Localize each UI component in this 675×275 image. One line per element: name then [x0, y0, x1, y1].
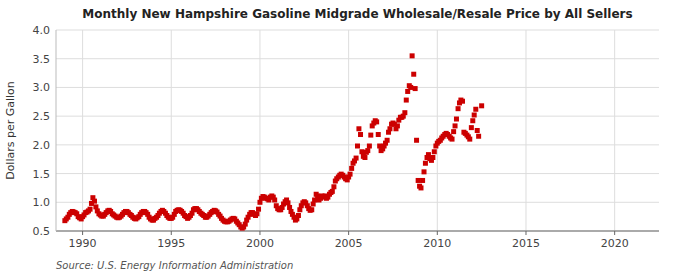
point	[354, 156, 359, 161]
point	[359, 149, 364, 154]
point	[358, 132, 363, 137]
grid-line	[56, 116, 659, 117]
point	[414, 138, 419, 143]
point	[356, 126, 361, 131]
x-tick	[82, 231, 83, 235]
point	[330, 189, 335, 194]
x-tick-label: 2010	[423, 237, 451, 250]
grid-line	[56, 202, 659, 203]
x-tick	[525, 231, 526, 235]
point	[432, 149, 437, 154]
point	[469, 125, 474, 130]
point	[365, 148, 370, 153]
point	[472, 112, 477, 117]
point	[348, 172, 353, 177]
point	[418, 185, 423, 190]
grid-line	[82, 30, 83, 231]
point	[450, 137, 455, 142]
point	[402, 110, 407, 115]
y-axis-line	[56, 30, 57, 231]
x-tick-label: 2015	[512, 237, 540, 250]
x-tick-label: 2020	[601, 237, 629, 250]
point	[355, 144, 360, 149]
point	[367, 144, 372, 149]
grid-line	[437, 30, 438, 231]
title: Monthly New Hampshire Gasoline Midgrade …	[82, 7, 632, 21]
point	[451, 129, 456, 134]
grid-line	[348, 30, 349, 231]
point	[423, 161, 428, 166]
source: Source: U.S. Energy Information Administ…	[56, 260, 293, 271]
point	[88, 207, 93, 212]
x-axis-line	[56, 231, 659, 232]
point	[479, 103, 484, 108]
points	[62, 53, 484, 230]
grid-line	[56, 30, 659, 31]
point	[467, 137, 472, 142]
x-tick-label: 2005	[335, 237, 363, 250]
point	[387, 126, 392, 131]
point	[368, 133, 373, 138]
grid-line	[56, 173, 659, 174]
y-tick-label: 4.0	[33, 24, 51, 37]
x-tick-label: 1990	[69, 237, 97, 250]
grid-line	[171, 30, 172, 231]
x-tick	[348, 231, 349, 235]
point	[408, 85, 413, 90]
point	[422, 169, 427, 174]
point	[476, 134, 481, 139]
point	[285, 200, 290, 205]
point	[413, 86, 418, 91]
grid-line	[56, 58, 659, 59]
point	[376, 132, 381, 137]
point	[296, 213, 301, 218]
point	[420, 178, 425, 183]
point	[456, 106, 461, 111]
point	[410, 53, 415, 58]
grid-line	[56, 87, 659, 88]
grid-line	[614, 30, 615, 231]
point	[430, 155, 435, 160]
point	[395, 123, 400, 128]
x-tick-label: 2000	[246, 237, 274, 250]
x-tick	[259, 231, 260, 235]
y-tick-label: 3.5	[33, 53, 51, 66]
axes: 0.5 1.0 1.5 2.0 2.5 3.0 3.5 4.0 1990 1995 2000 2005…	[33, 24, 660, 250]
y-tick-label: 1.0	[33, 196, 51, 209]
grid	[56, 30, 659, 231]
point	[416, 178, 421, 183]
point	[92, 199, 97, 204]
y-tick-label: 0.5	[33, 225, 51, 238]
point	[460, 99, 465, 104]
point	[475, 128, 480, 133]
x-tick	[171, 231, 172, 235]
point	[254, 211, 259, 216]
grid-line	[525, 30, 526, 231]
y-tick-label: 1.5	[33, 168, 51, 181]
y-tick-label: 3.0	[33, 81, 51, 94]
point	[470, 118, 475, 123]
point	[385, 138, 390, 143]
point	[272, 197, 277, 202]
point	[473, 107, 478, 112]
y-tick-label: 2.0	[33, 139, 51, 152]
point	[411, 72, 416, 77]
x-tick	[437, 231, 438, 235]
point	[362, 155, 367, 160]
point	[404, 98, 409, 103]
point	[374, 119, 379, 124]
y-axis-label: Dollars per Gallon	[4, 81, 17, 180]
grid-line	[56, 231, 659, 232]
point	[256, 207, 261, 212]
point	[454, 117, 459, 122]
y-tick-label: 2.5	[33, 110, 51, 123]
chart: Monthly New Hampshire Gasoline Midgrade …	[0, 0, 675, 275]
point	[453, 123, 458, 128]
point	[349, 166, 354, 171]
x-tick-label: 1995	[157, 237, 185, 250]
x-tick	[614, 231, 615, 235]
point	[331, 184, 336, 189]
point	[309, 207, 314, 212]
